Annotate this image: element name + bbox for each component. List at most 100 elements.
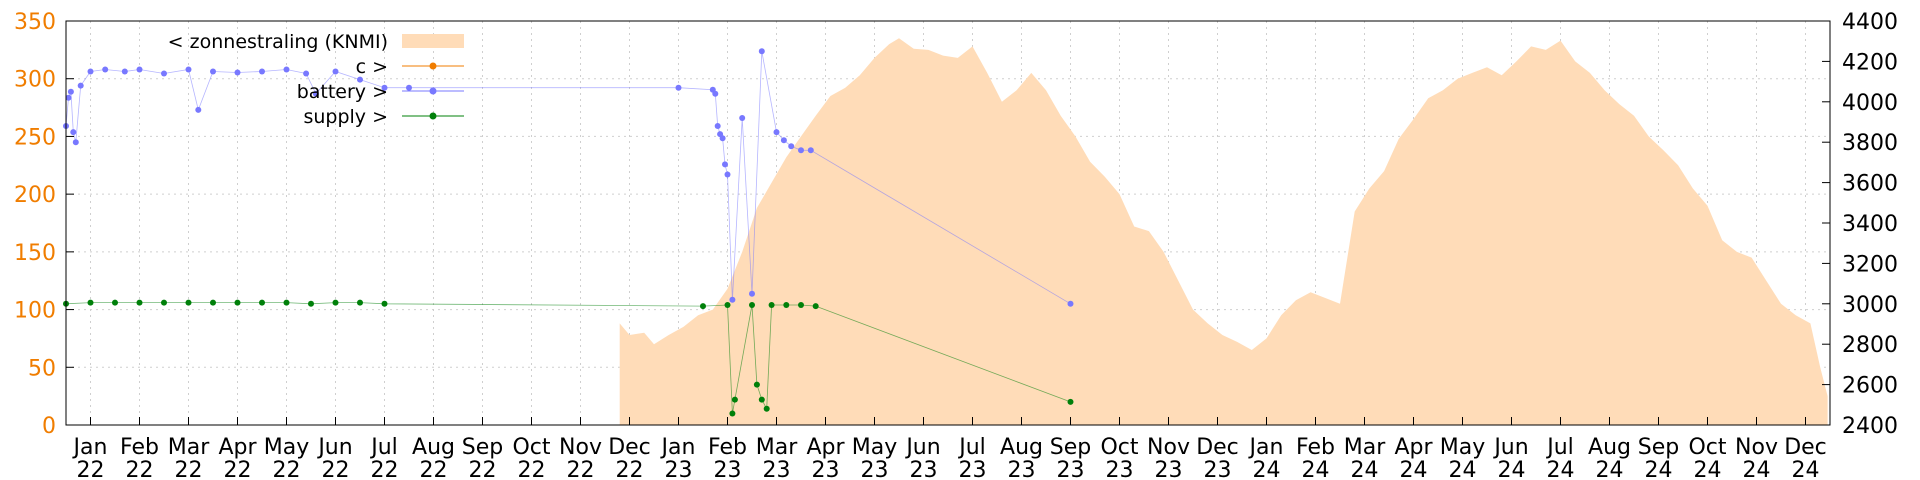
data-point-battery [87,68,94,75]
x-tick-label-month: Mar [1344,435,1386,460]
x-tick-label-year: 24 [1351,458,1379,480]
data-point-supply [210,299,216,306]
x-tick-label-month: May [264,435,309,460]
y-right-tick-label: 4000 [1842,91,1898,116]
y-left-tick-label: 200 [14,183,56,208]
x-tick-label-month: Nov [559,435,602,460]
data-point-battery [773,129,780,136]
data-point-supply [783,302,790,308]
x-tick-label-year: 23 [910,458,938,480]
x-tick-label-month: Dec [1196,435,1239,460]
data-point-supply [731,396,738,403]
y-right-tick-label: 2800 [1842,333,1898,358]
x-tick-label-year: 22 [518,458,546,480]
data-point-supply [259,299,265,306]
x-tick-label-month: Aug [1588,435,1631,460]
x-tick-label-year: 24 [1743,458,1771,480]
data-point-supply [332,299,339,306]
y-left-tick-label: 250 [14,125,56,150]
y-right-tick-label: 3000 [1842,293,1898,318]
data-point-supply [112,299,118,306]
legend-label-c: c > [356,56,388,78]
x-tick-label-month: May [852,435,897,460]
x-tick-label-year: 22 [322,458,350,480]
data-point-supply [357,299,363,306]
x-tick-label-year: 24 [1596,458,1624,480]
zonnestraling-area [619,38,1828,426]
x-tick-label-year: 23 [959,458,987,480]
x-tick-label-month: Sep [1638,435,1679,460]
x-tick-label-month: Jul [957,435,986,460]
data-point-supply [763,405,770,412]
x-tick-label-year: 23 [1008,458,1036,480]
x-tick-label-month: Sep [1050,435,1091,460]
x-tick-label-year: 22 [567,458,595,480]
x-tick-label-year: 24 [1694,458,1722,480]
data-point-supply [812,303,819,310]
y-right-tick-label: 3600 [1842,172,1898,197]
x-tick-label-month: Oct [1688,435,1726,460]
x-tick-label-month: Apr [218,435,257,460]
y-right-tick-label: 4400 [1842,10,1898,35]
data-point-battery [675,84,682,91]
x-tick-label-month: Feb [708,435,747,460]
data-point-battery [303,70,310,77]
x-tick-label-month: Jun [904,435,940,460]
y-right-tick-label: 4200 [1842,50,1898,75]
x-tick-label-month: Jun [316,435,352,460]
data-point-battery [283,66,290,73]
x-tick-label-month: Apr [1394,435,1433,460]
data-point-supply [136,299,143,306]
x-tick-label-year: 22 [616,458,644,480]
x-tick-label-month: Aug [412,435,455,460]
data-point-battery [749,290,755,297]
x-tick-label-month: Nov [1735,435,1778,460]
x-tick-label-year: 24 [1645,458,1673,480]
data-point-supply [768,302,775,308]
x-tick-label-year: 23 [1155,458,1183,480]
data-point-battery [67,88,74,95]
y-axis-left: 0 50 100 150 200 250 300 350 [14,10,74,439]
legend-marker-supply [429,112,437,120]
x-tick-label-year: 23 [812,458,840,480]
y-left-tick-label: 300 [14,68,56,93]
data-point-supply [1067,398,1074,405]
x-tick-label-month: Mar [756,435,798,460]
legend-swatch-zonnestraling-knmi [402,34,464,48]
data-point-battery [758,48,765,55]
x-tick-label-year: 24 [1547,458,1575,480]
x-tick-label-month: Apr [806,435,845,460]
legend-label-battery: battery > [297,81,388,103]
data-point-supply [381,300,388,307]
legend: < zonnestraling (KNMI) c > battery > supply… [168,31,464,128]
data-point-battery [234,69,241,76]
y-axis-right: 2400 2600 2800 3000 3200 3400 3600 3800 4000 4200… [1822,10,1898,439]
x-tick-label-year: 23 [1057,458,1085,480]
x-tick-label-year: 22 [126,458,154,480]
data-point-battery [72,139,79,146]
x-tick-label-year: 23 [714,458,742,480]
data-point-battery [729,296,736,303]
x-tick-label-year: 23 [1106,458,1134,480]
x-tick-label-year: 22 [420,458,448,480]
x-tick-label-month: May [1440,435,1485,460]
data-point-supply [283,299,290,306]
x-tick-label-month: Mar [168,435,210,460]
data-point-supply [729,410,736,417]
data-point-battery [798,147,804,154]
y-right-tick-label: 3800 [1842,131,1898,156]
series-area-zonnestraling-knmi [619,38,1828,426]
x-tick-label-year: 23 [763,458,791,480]
y-left-tick-label: 0 [42,414,56,439]
x-tick-label-year: 24 [1302,458,1330,480]
x-tick-label-year: 22 [175,458,203,480]
x-tick-label-year: 22 [371,458,399,480]
data-point-battery [722,161,728,168]
x-tick-label-year: 22 [224,458,252,480]
data-point-battery [312,90,319,97]
data-point-supply [161,299,167,306]
y-right-tick-label: 2600 [1842,374,1898,399]
x-axis: Jan22Feb22Mar22Apr22May22Jun22Jul22Aug22… [72,417,1827,480]
data-point-battery [332,68,339,75]
data-point-battery [259,68,265,75]
